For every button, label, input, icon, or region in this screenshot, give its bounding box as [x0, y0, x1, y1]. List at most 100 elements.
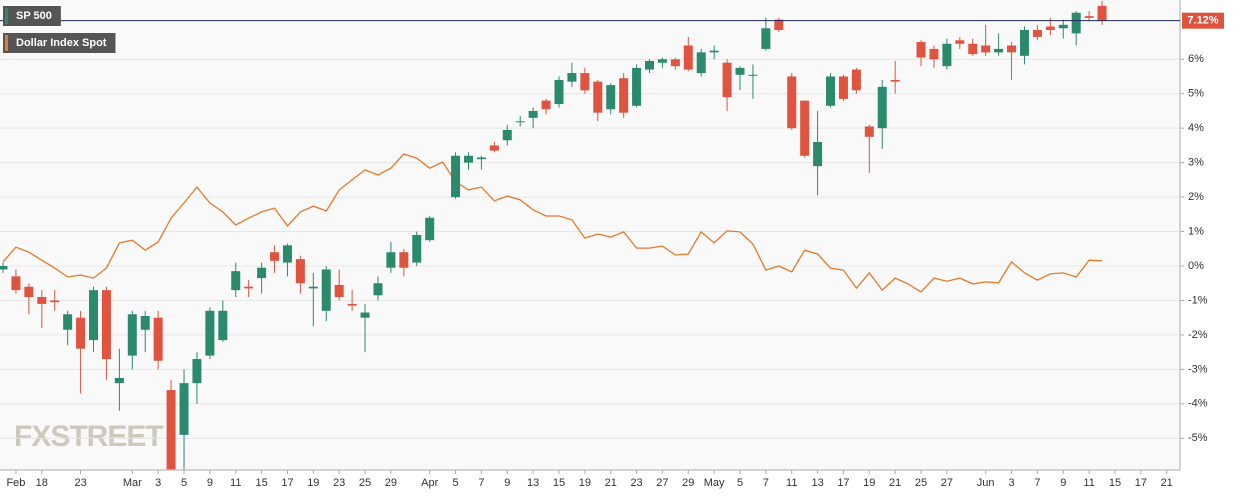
watermark: FXSTREET [14, 420, 163, 453]
candle-body [826, 76, 836, 106]
last-value-box [1182, 12, 1224, 29]
candle-body [244, 286, 254, 289]
candle-body [166, 390, 176, 470]
candle-body [1019, 29, 1029, 56]
candle-body [334, 284, 344, 298]
candle-body [24, 286, 34, 298]
candle-body [295, 259, 305, 284]
x-tick-label: Mar [123, 477, 142, 489]
candle-body [1097, 5, 1107, 21]
candle-body [412, 235, 422, 263]
candle-body [864, 126, 874, 137]
x-tick-label: 21 [1161, 477, 1173, 489]
x-tick-label: 23 [630, 477, 642, 489]
x-tick-label: 27 [941, 477, 953, 489]
candle-body [373, 283, 383, 296]
plot-background [0, 0, 1180, 470]
x-tick-label: 29 [385, 477, 397, 489]
y-tick-label: 6% [1188, 53, 1204, 65]
candle-body [554, 79, 564, 105]
candle-body [567, 73, 577, 82]
candle-body [683, 45, 693, 70]
candle-body [981, 45, 991, 53]
x-tick-label: 7 [478, 477, 484, 489]
x-tick-label: 17 [281, 477, 293, 489]
x-tick-label: Apr [421, 477, 438, 489]
candle-body [541, 100, 551, 110]
x-tick-label: 5 [181, 477, 187, 489]
x-tick-label: 11 [230, 477, 241, 489]
x-tick-label: 15 [553, 477, 565, 489]
x-tick-label: May [704, 477, 725, 489]
candle-body [347, 303, 357, 306]
candle-body [1007, 45, 1017, 53]
candle-body [787, 76, 797, 129]
candle-body [890, 79, 900, 82]
candle-body [179, 383, 189, 435]
candle-body [114, 377, 124, 384]
candle-body [1045, 26, 1055, 30]
candle-body [645, 60, 654, 70]
x-tick-label: 17 [1135, 477, 1147, 489]
candle-body [813, 141, 823, 167]
y-tick-label: -4% [1188, 398, 1208, 410]
x-tick-label: 25 [915, 477, 927, 489]
candle-body [321, 269, 331, 311]
candle-body [205, 310, 215, 356]
legend-swatch [5, 35, 8, 51]
y-tick-label: -2% [1188, 329, 1208, 341]
x-tick-label: 21 [889, 477, 901, 489]
y-tick-label: 1% [1188, 225, 1204, 237]
candle-body [127, 314, 137, 356]
y-tick-label: -3% [1188, 363, 1208, 375]
candle-body [140, 315, 150, 330]
x-tick-label: Jun [977, 477, 995, 489]
x-tick-label: 19 [307, 477, 319, 489]
candle-body [101, 290, 111, 360]
candle-body [593, 81, 603, 113]
x-tick-label: 13 [527, 477, 539, 489]
candle-body [11, 276, 21, 291]
y-tick-label: 4% [1188, 122, 1204, 134]
legend-label: SP 500 [16, 10, 52, 22]
legend-box [3, 6, 61, 26]
x-tick-label: 7 [763, 477, 769, 489]
x-tick-label: 23 [74, 477, 86, 489]
legend-swatch [5, 8, 8, 24]
candle-body [606, 85, 616, 110]
x-tick-label: 5 [452, 477, 458, 489]
candle-body [722, 62, 732, 98]
candle-body [670, 59, 680, 67]
candle-body [929, 48, 939, 60]
candle-body [218, 310, 228, 341]
candle-body [1084, 16, 1094, 18]
x-tick-label: 11 [786, 477, 797, 489]
candle-body [153, 317, 163, 361]
candle-body [282, 245, 292, 263]
y-tick-label: 2% [1188, 191, 1204, 203]
candle-body [386, 252, 396, 268]
x-tick-label: 5 [737, 477, 743, 489]
x-tick-label: 23 [333, 477, 345, 489]
candle-body [851, 69, 861, 91]
candle-body [761, 28, 771, 49]
x-tick-label: 7 [1034, 477, 1040, 489]
candle-body [709, 50, 719, 53]
x-tick-label: 25 [359, 477, 371, 489]
candle-body [968, 43, 978, 55]
candle-body [308, 286, 318, 289]
candle-body [1058, 24, 1068, 29]
candle-body [231, 271, 241, 291]
x-tick-label: 18 [36, 477, 48, 489]
candle-body [580, 73, 590, 91]
candle-body [476, 157, 486, 160]
x-tick-label: Feb [6, 477, 25, 489]
candle-body [515, 121, 525, 123]
legend-label: Dollar Index Spot [16, 37, 107, 49]
candle-body [0, 266, 8, 270]
candle-body [696, 52, 706, 74]
x-tick-label: 9 [504, 477, 510, 489]
candle-body [1071, 12, 1081, 34]
candle-body [748, 74, 758, 76]
